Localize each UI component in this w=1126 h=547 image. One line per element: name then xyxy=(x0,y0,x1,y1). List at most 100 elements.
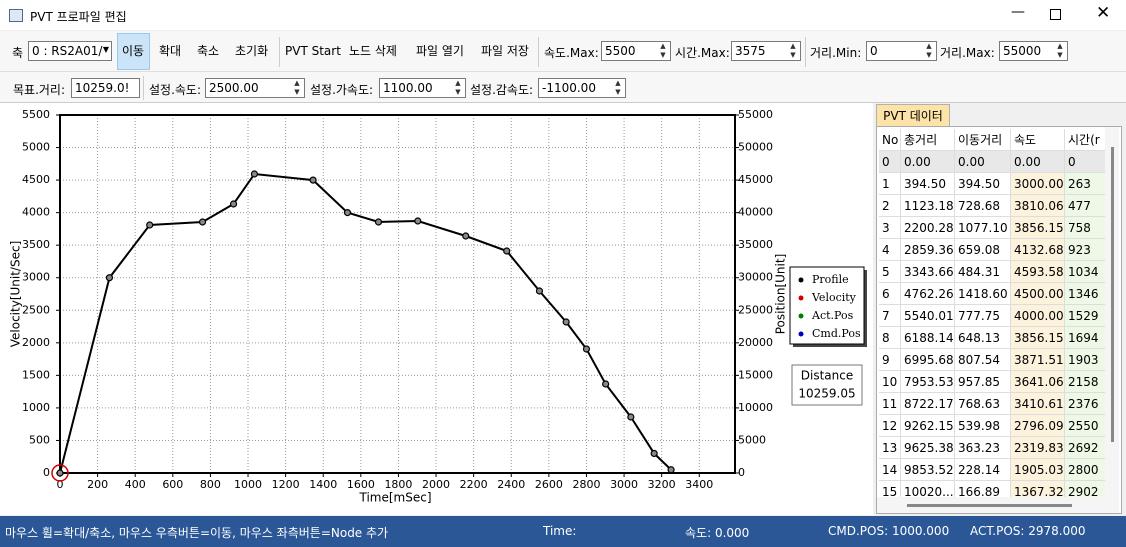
legend-marker xyxy=(798,331,804,337)
field-value: -1100.00 xyxy=(542,81,596,95)
table-cell: 1346 xyxy=(1065,283,1109,305)
y2-tick-label: 5000 xyxy=(738,433,766,446)
legend-label: Act.Pos xyxy=(811,309,854,322)
target-dist-input[interactable]: 10259.0! xyxy=(71,78,140,98)
y2-axis-title: Position[Unit] xyxy=(774,254,788,335)
node-point xyxy=(414,217,422,225)
scroll-thumb[interactable] xyxy=(1111,147,1114,442)
distance-box xyxy=(791,364,863,406)
table-cell: 0.00 xyxy=(901,151,955,173)
maximize[interactable] xyxy=(1050,9,1061,20)
table-cell: 394.50 xyxy=(901,173,955,195)
delete-node-button[interactable]: 노드 삭제 xyxy=(349,44,397,58)
field-value: 55000 xyxy=(1003,44,1042,58)
table-cell: 13 xyxy=(879,437,901,459)
zoom-in-button[interactable]: 확대 xyxy=(159,44,182,58)
y-tick-label: 3000 xyxy=(22,271,50,284)
table-cell: 11 xyxy=(879,393,901,415)
node-point xyxy=(343,209,352,217)
table-cell: 9 xyxy=(879,349,901,371)
table-cell: 3810.06 xyxy=(1011,195,1065,217)
table-cell: 2158 xyxy=(1065,371,1109,393)
save-file-button[interactable]: 파일 저장 xyxy=(481,44,529,58)
data-table: No 총거리 이동거리 속도 시간(r 0 0.00 0.00 0.00 0 1 394.50 394.… xyxy=(876,126,1122,514)
table-cell: 7953.53 xyxy=(901,371,955,393)
chart: 0500100015002000250030003500400045005000… xyxy=(0,103,873,515)
legend-marker xyxy=(798,277,804,283)
table-cell: 7 xyxy=(879,305,901,327)
table-cell: 728.68 xyxy=(955,195,1011,217)
open-file-button[interactable]: 파일 열기 xyxy=(416,44,464,58)
table-cell: 363.23 xyxy=(955,437,1011,459)
node-point xyxy=(667,466,675,474)
table-cell: 6995.68 xyxy=(901,349,955,371)
table-cell: 1418.60 xyxy=(955,283,1011,305)
y2-tick-label: 45000 xyxy=(738,173,773,186)
table-cell: 2 xyxy=(879,195,901,217)
time-max-input[interactable]: 3575 ▲ ▼ xyxy=(731,41,801,61)
table-cell: 1694 xyxy=(1065,327,1109,349)
table-cell: 394.50 xyxy=(955,173,1011,195)
speed-max-input[interactable]: 5500 ▲ ▼ xyxy=(601,41,671,61)
y2-tick-label: 50000 xyxy=(738,141,773,154)
field-label: 거리.Max: xyxy=(940,46,995,60)
node-point xyxy=(374,218,383,226)
table-cell: 648.13 xyxy=(955,327,1011,349)
reset-button[interactable]: 초기화 xyxy=(235,44,269,58)
legend-marker xyxy=(798,313,804,319)
table-cell: 6188.14 xyxy=(901,327,955,349)
app-icon xyxy=(9,9,23,22)
table-cell: 4 xyxy=(879,239,901,261)
y2-tick-label: 25000 xyxy=(738,303,773,316)
table-cell: 8722.17 xyxy=(901,393,955,415)
x-tick-label: 600 xyxy=(162,478,183,491)
dist-min-input[interactable]: 0 ▲ ▼ xyxy=(866,41,937,61)
table-cell: 2200.28 xyxy=(901,217,955,239)
table-cell: 5540.01 xyxy=(901,305,955,327)
set-speed-input[interactable]: 2500.00 ▲ ▼ xyxy=(205,78,305,98)
set-decel-input[interactable]: -1100.00 ▲ ▼ xyxy=(538,78,626,98)
node-point xyxy=(627,413,635,421)
minimize[interactable]: — xyxy=(1011,4,1025,20)
table-cell: 4762.26 xyxy=(901,283,955,305)
table-cell: 12 xyxy=(879,415,901,437)
scrollbar[interactable] xyxy=(1105,127,1119,513)
field-label: 설정.가속도: xyxy=(310,83,374,97)
table-cell: 228.14 xyxy=(955,459,1011,481)
table-cell: 758 xyxy=(1065,217,1109,239)
dist-max-input[interactable]: 55000 ▲ ▼ xyxy=(999,41,1068,61)
close[interactable]: ✕ xyxy=(1096,3,1111,23)
table-cell: 539.98 xyxy=(955,415,1011,437)
pvt-start-button[interactable]: PVT Start xyxy=(285,44,341,58)
h-scrollbar[interactable] xyxy=(877,497,1105,513)
y2-tick-label: 30000 xyxy=(738,271,773,284)
status-hint: 마우스 휠=확대/축소, 마우스 우측버튼=이동, 마우스 좌측버튼=Node … xyxy=(5,526,389,540)
move-button[interactable]: 이동 xyxy=(122,44,145,58)
set-accel-input[interactable]: 1100.00 ▲ ▼ xyxy=(379,78,466,98)
table-cell: 3410.61 xyxy=(1011,393,1065,415)
axis-select-text: 0 : RS2A01/ xyxy=(32,44,103,58)
active-button-bg xyxy=(117,33,150,70)
axis-select[interactable]: 0 : RS2A01/▼ xyxy=(28,41,112,61)
x-tick-label: 400 xyxy=(125,478,146,491)
y-tick-label: 3500 xyxy=(22,238,50,251)
y-tick-label: 4000 xyxy=(22,206,50,219)
y-tick-label: 5000 xyxy=(22,141,50,154)
x-tick-label: 3000 xyxy=(610,478,638,491)
h-scroll-thumb[interactable] xyxy=(907,504,1072,507)
table-cell: 0.00 xyxy=(1011,151,1065,173)
table-cell: 659.08 xyxy=(955,239,1011,261)
table-cell: 4593.58 xyxy=(1011,261,1065,283)
legend-label: Cmd.Pos xyxy=(812,327,861,340)
zoom-out-button[interactable]: 축소 xyxy=(197,44,220,58)
field-label: 시간.Max: xyxy=(675,46,730,60)
status-time: Time: xyxy=(543,524,577,538)
field-value: 2500.00 xyxy=(209,81,259,95)
table-cell: 9853.52 xyxy=(901,459,955,481)
table-cell: 2800 xyxy=(1065,459,1109,481)
table-cell: 9262.15 xyxy=(901,415,955,437)
tab[interactable]: PVT 데이터 xyxy=(876,104,950,126)
y-tick-label: 5500 xyxy=(22,108,50,121)
field-value: 1100.00 xyxy=(383,81,433,95)
